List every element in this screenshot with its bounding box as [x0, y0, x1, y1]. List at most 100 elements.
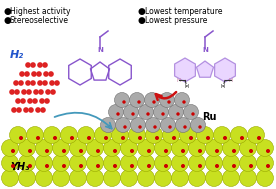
Circle shape: [160, 92, 174, 108]
Circle shape: [33, 99, 37, 103]
Circle shape: [70, 170, 86, 187]
Circle shape: [32, 72, 36, 76]
Circle shape: [182, 165, 184, 167]
Circle shape: [86, 170, 104, 187]
Circle shape: [155, 170, 171, 187]
Circle shape: [39, 90, 43, 94]
Circle shape: [206, 139, 222, 156]
Circle shape: [171, 170, 189, 187]
Circle shape: [189, 154, 206, 171]
Text: ●: ●: [138, 16, 146, 25]
Circle shape: [22, 90, 26, 94]
Circle shape: [1, 139, 18, 156]
Circle shape: [28, 99, 32, 103]
Circle shape: [124, 126, 126, 128]
Circle shape: [206, 170, 222, 187]
Circle shape: [115, 118, 131, 132]
Circle shape: [117, 113, 119, 115]
Circle shape: [18, 170, 36, 187]
Text: Stereoselective: Stereoselective: [10, 16, 69, 25]
Circle shape: [26, 126, 44, 143]
Circle shape: [240, 154, 256, 171]
Circle shape: [206, 154, 222, 171]
Circle shape: [256, 154, 274, 171]
Circle shape: [192, 113, 194, 115]
Circle shape: [199, 150, 201, 152]
Circle shape: [18, 154, 36, 171]
Text: H: H: [177, 77, 181, 83]
Circle shape: [18, 139, 36, 156]
Circle shape: [105, 137, 107, 139]
Circle shape: [189, 139, 206, 156]
Circle shape: [34, 90, 38, 94]
Circle shape: [173, 137, 175, 139]
Circle shape: [43, 81, 47, 85]
Circle shape: [154, 126, 156, 128]
Circle shape: [184, 126, 186, 128]
Circle shape: [123, 101, 125, 103]
Circle shape: [55, 81, 59, 85]
Circle shape: [147, 113, 149, 115]
Circle shape: [256, 170, 274, 187]
Circle shape: [10, 90, 14, 94]
Circle shape: [41, 108, 45, 112]
Circle shape: [44, 126, 60, 143]
Circle shape: [137, 139, 155, 156]
Circle shape: [161, 118, 176, 132]
Circle shape: [52, 170, 70, 187]
Circle shape: [36, 154, 52, 171]
Circle shape: [54, 137, 56, 139]
Circle shape: [169, 126, 171, 128]
Circle shape: [29, 150, 31, 152]
Circle shape: [94, 126, 112, 143]
Circle shape: [43, 63, 47, 67]
Circle shape: [199, 165, 201, 167]
Circle shape: [1, 170, 18, 187]
Circle shape: [153, 105, 169, 119]
Circle shape: [29, 108, 33, 112]
Circle shape: [233, 150, 235, 152]
Circle shape: [1, 154, 18, 171]
Circle shape: [70, 154, 86, 171]
Circle shape: [80, 150, 82, 152]
Circle shape: [214, 126, 230, 143]
Circle shape: [137, 170, 155, 187]
Circle shape: [155, 139, 171, 156]
Circle shape: [24, 108, 28, 112]
Text: H: H: [229, 77, 233, 83]
Circle shape: [78, 126, 94, 143]
Circle shape: [46, 150, 48, 152]
Circle shape: [27, 90, 31, 94]
Circle shape: [104, 154, 121, 171]
Circle shape: [121, 154, 137, 171]
Circle shape: [179, 126, 197, 143]
Circle shape: [189, 170, 206, 187]
Circle shape: [153, 101, 155, 103]
Circle shape: [12, 165, 14, 167]
Circle shape: [52, 139, 70, 156]
Circle shape: [45, 99, 49, 103]
Circle shape: [12, 150, 14, 152]
Circle shape: [176, 118, 190, 132]
Circle shape: [199, 126, 201, 128]
Circle shape: [44, 72, 48, 76]
Circle shape: [108, 105, 123, 119]
Circle shape: [197, 126, 214, 143]
Text: Lowest temperature: Lowest temperature: [145, 7, 222, 16]
Circle shape: [70, 139, 86, 156]
Circle shape: [129, 126, 145, 143]
Circle shape: [233, 165, 235, 167]
Circle shape: [40, 99, 44, 103]
Polygon shape: [197, 61, 214, 77]
Circle shape: [46, 90, 50, 94]
Circle shape: [86, 154, 104, 171]
Circle shape: [63, 165, 65, 167]
Circle shape: [148, 150, 150, 152]
Circle shape: [104, 139, 121, 156]
Circle shape: [46, 165, 48, 167]
Circle shape: [190, 137, 192, 139]
Text: Ru: Ru: [202, 112, 216, 122]
Circle shape: [38, 63, 42, 67]
Polygon shape: [175, 58, 195, 82]
Circle shape: [114, 150, 116, 152]
